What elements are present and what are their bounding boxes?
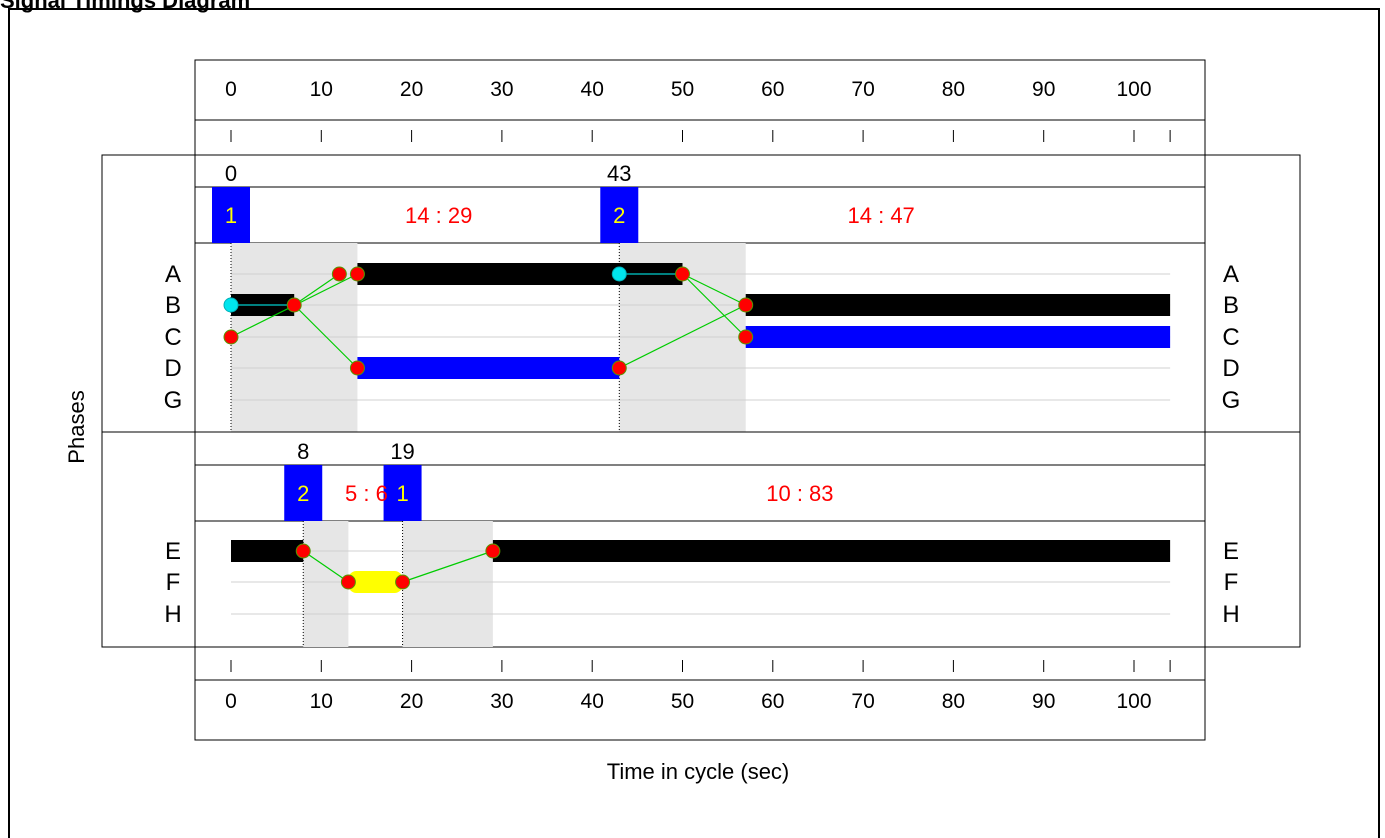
- axis-tick-label: 60: [761, 78, 784, 101]
- stage-number: 1: [225, 203, 237, 228]
- axis-tick-label: 70: [851, 690, 874, 713]
- y-axis-label: Phases: [64, 390, 89, 463]
- axis-tick-label: 50: [671, 690, 694, 713]
- phase-change-dot: [395, 574, 411, 590]
- phase-label-right: H: [1222, 601, 1239, 628]
- intergreen-shade: [303, 521, 349, 647]
- stage-start-time: 19: [390, 439, 414, 464]
- stage-start-time: 0: [225, 161, 237, 186]
- axis-tick-label: 70: [851, 78, 874, 101]
- axis-box: [194, 59, 1206, 156]
- stage-box: [284, 465, 323, 521]
- stream-outer-box: [101, 431, 1301, 648]
- phase-label-left: D: [164, 355, 181, 382]
- axis-tick-label: 0: [225, 78, 237, 101]
- phase-link-line: [682, 273, 746, 306]
- intergreen-shade: [402, 521, 493, 647]
- axis-tick-label: 20: [400, 78, 423, 101]
- stage-ratio-text: 10 : 83: [766, 481, 833, 506]
- axis-tick-label: 10: [310, 690, 333, 713]
- phase-link-line: [302, 550, 349, 583]
- phase-change-dot: [331, 266, 347, 282]
- phase-change-dot: [349, 360, 365, 376]
- phase-label-right: D: [1222, 355, 1239, 382]
- phase-change-dot: [349, 266, 365, 282]
- phase-change-dot: [295, 543, 311, 559]
- stage-box: [600, 187, 639, 243]
- phase-label-left: F: [166, 569, 181, 596]
- phase-change-dot: [340, 574, 356, 590]
- stream-inner-box: [194, 431, 1206, 648]
- phase-change-dot: [738, 297, 754, 313]
- phase-change-dot: [223, 297, 239, 313]
- stage-ratio-text: 5 : 6: [345, 481, 388, 506]
- stage-start-time: 43: [607, 161, 631, 186]
- axis-tick-label: 30: [490, 78, 513, 101]
- axis-tick-label: 80: [942, 690, 965, 713]
- phase-label-left: H: [164, 601, 181, 628]
- phase-label-right: G: [1222, 387, 1241, 414]
- axis-tick-label: 90: [1032, 690, 1055, 713]
- phase-link-line: [682, 273, 747, 338]
- phase-label-left: B: [165, 292, 181, 319]
- stage-box: [383, 465, 422, 521]
- axis-tick-label: 50: [671, 78, 694, 101]
- stage-ratio-text: 14 : 29: [405, 203, 472, 228]
- axis-tick-label: 100: [1116, 78, 1151, 101]
- phase-label-right: A: [1223, 261, 1239, 288]
- phase-change-dot: [738, 329, 754, 345]
- phase-link-line: [293, 273, 340, 306]
- axis-tick-label: 80: [942, 78, 965, 101]
- phase-green-bar: [231, 540, 304, 562]
- phase-label-left: G: [164, 387, 183, 414]
- phase-link-line: [402, 550, 494, 583]
- axis-tick-label: 10: [310, 78, 333, 101]
- axis-tick-label: 40: [581, 78, 604, 101]
- phase-label-right: E: [1223, 538, 1239, 565]
- axis-tick-label: 30: [490, 690, 513, 713]
- phase-label-left: C: [164, 324, 181, 351]
- axis-tick-label: 60: [761, 690, 784, 713]
- axis-tick-label: 90: [1032, 78, 1055, 101]
- phase-label-right: F: [1224, 569, 1239, 596]
- stage-number: 1: [396, 481, 408, 506]
- stage-box: [212, 187, 250, 243]
- axis-tick-label: 20: [400, 690, 423, 713]
- stage-start-time: 8: [297, 439, 309, 464]
- phase-green-bar: [357, 357, 620, 379]
- phase-label-left: A: [165, 261, 181, 288]
- stage-number: 2: [613, 203, 625, 228]
- phase-green-bar: [348, 571, 403, 593]
- axis-tick-label: 40: [581, 690, 604, 713]
- phase-green-bar: [492, 540, 1171, 562]
- phase-change-dot: [675, 266, 690, 282]
- phase-label-right: B: [1223, 292, 1239, 319]
- phase-label-right: C: [1222, 324, 1239, 351]
- phase-change-dot: [611, 266, 627, 282]
- phase-green-bar: [745, 326, 1171, 348]
- axis-tick-label: 100: [1116, 690, 1151, 713]
- axis-tick-label: 0: [225, 690, 237, 713]
- phase-green-bar: [745, 294, 1171, 316]
- phase-label-left: E: [165, 538, 181, 565]
- stage-number: 2: [297, 481, 309, 506]
- diagram-frame: [8, 8, 1380, 838]
- phase-green-bar: [357, 263, 683, 285]
- phase-link-line: [293, 304, 358, 369]
- x-axis-label: Time in cycle (sec): [607, 759, 790, 784]
- stage-ratio-text: 14 : 47: [848, 203, 915, 228]
- phase-change-dot: [286, 297, 302, 313]
- phase-change-dot: [223, 329, 239, 345]
- phase-change-dot: [611, 360, 627, 376]
- phase-change-dot: [485, 543, 501, 559]
